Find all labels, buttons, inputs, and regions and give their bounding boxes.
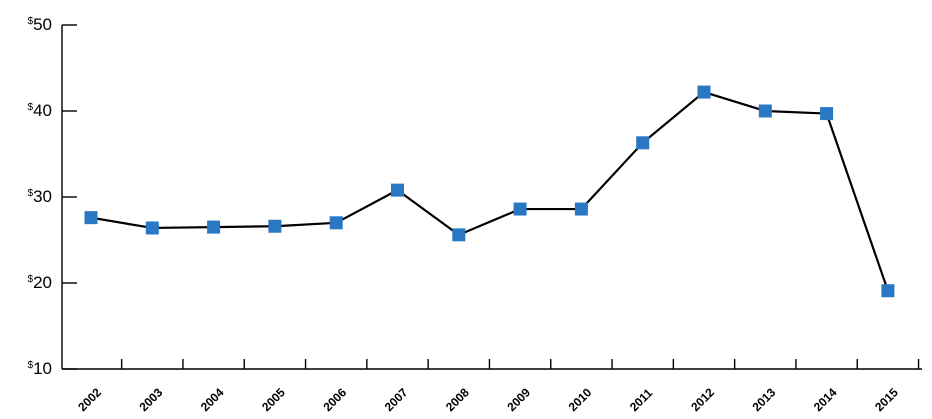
y-tick-label: $50 <box>28 15 52 34</box>
x-tick-label: 2011 <box>627 386 656 415</box>
x-tick-label: 2004 <box>198 385 227 414</box>
x-tick-label: 2008 <box>443 385 472 414</box>
data-point <box>758 104 772 118</box>
data-point <box>207 220 221 234</box>
y-tick-label: $10 <box>28 359 52 378</box>
data-point <box>268 219 282 233</box>
data-point <box>145 221 159 235</box>
data-series <box>84 85 895 298</box>
x-tick-label: 2012 <box>688 385 717 414</box>
x-tick-label: 2009 <box>504 385 533 414</box>
x-tick-label: 2013 <box>750 385 779 414</box>
data-point <box>452 228 466 242</box>
x-tick-label: 2003 <box>137 385 166 414</box>
x-tick-label: 2014 <box>811 385 840 414</box>
y-tick-label: $40 <box>28 101 52 120</box>
x-axis: 2002 2003 2004 2005 2006 2007 2008 2009 2010 2011… <box>62 359 922 414</box>
y-tick-label: $20 <box>28 273 52 292</box>
y-tick-label: $30 <box>28 187 52 206</box>
x-tick-label: 2005 <box>259 385 288 414</box>
x-tick-label: 2015 <box>872 385 901 414</box>
x-tick-label: 2002 <box>75 385 104 414</box>
x-tick-label: 2007 <box>382 385 411 414</box>
data-point <box>574 202 588 216</box>
y-axis: $10 $20 $30 $40 $50 <box>28 15 77 378</box>
data-point <box>513 202 527 216</box>
data-point <box>391 183 404 197</box>
data-point <box>329 216 343 230</box>
series-line <box>90 90 889 292</box>
data-point <box>636 136 650 150</box>
x-tick-label: 2010 <box>566 385 595 414</box>
data-point <box>820 107 834 121</box>
data-point <box>697 85 711 99</box>
data-point <box>881 284 895 298</box>
x-tick-label: 2006 <box>320 385 349 414</box>
data-point <box>84 211 98 225</box>
